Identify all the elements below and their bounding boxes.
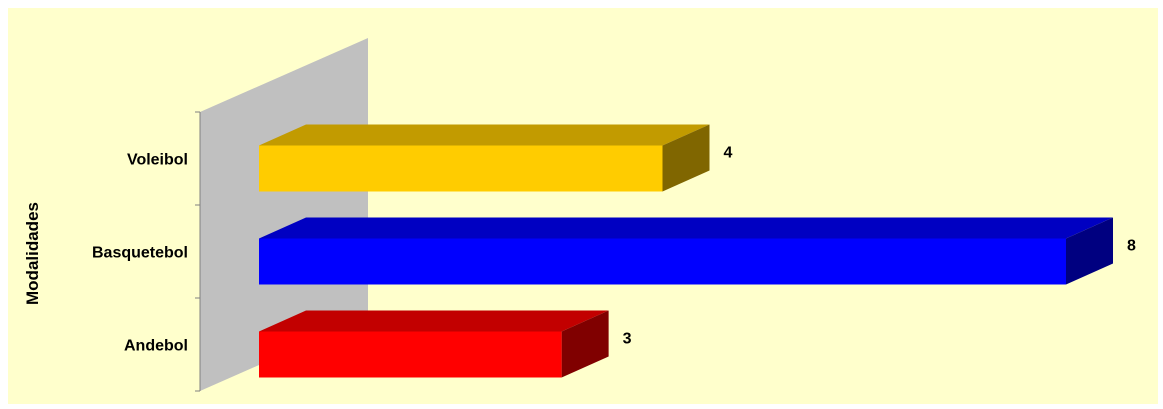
- bar-side-face: [662, 124, 710, 192]
- bar-side-face: [1066, 217, 1113, 285]
- bar-chart: Modalidades 3 Andebol 8 Basquetebol 4 Voleibol: [23, 38, 1136, 392]
- category-label-andebol: Andebol: [124, 338, 188, 355]
- data-label-basquetebol: 8: [1127, 238, 1136, 255]
- bar-basquetebol: [259, 217, 1113, 285]
- category-label-basquetebol: Basquetebol: [92, 245, 188, 262]
- bar-front-face: [259, 331, 562, 378]
- bar-top-face: [259, 217, 1113, 239]
- axis-title: Modalidades: [23, 202, 42, 305]
- bar-front-face: [259, 238, 1066, 285]
- data-label-voleibol: 4: [724, 145, 733, 162]
- category-label-voleibol: Voleibol: [127, 152, 188, 169]
- bar-front-face: [259, 145, 663, 192]
- bar-side-face: [561, 310, 609, 378]
- data-label-andebol: 3: [623, 331, 632, 348]
- bar-top-face: [259, 124, 710, 146]
- chart-area: Modalidades 3 Andebol 8 Basquetebol 4 Voleibol: [8, 8, 1158, 404]
- bar-andebol: [259, 310, 609, 378]
- bar-top-face: [259, 310, 609, 332]
- bar-voleibol: [259, 124, 710, 192]
